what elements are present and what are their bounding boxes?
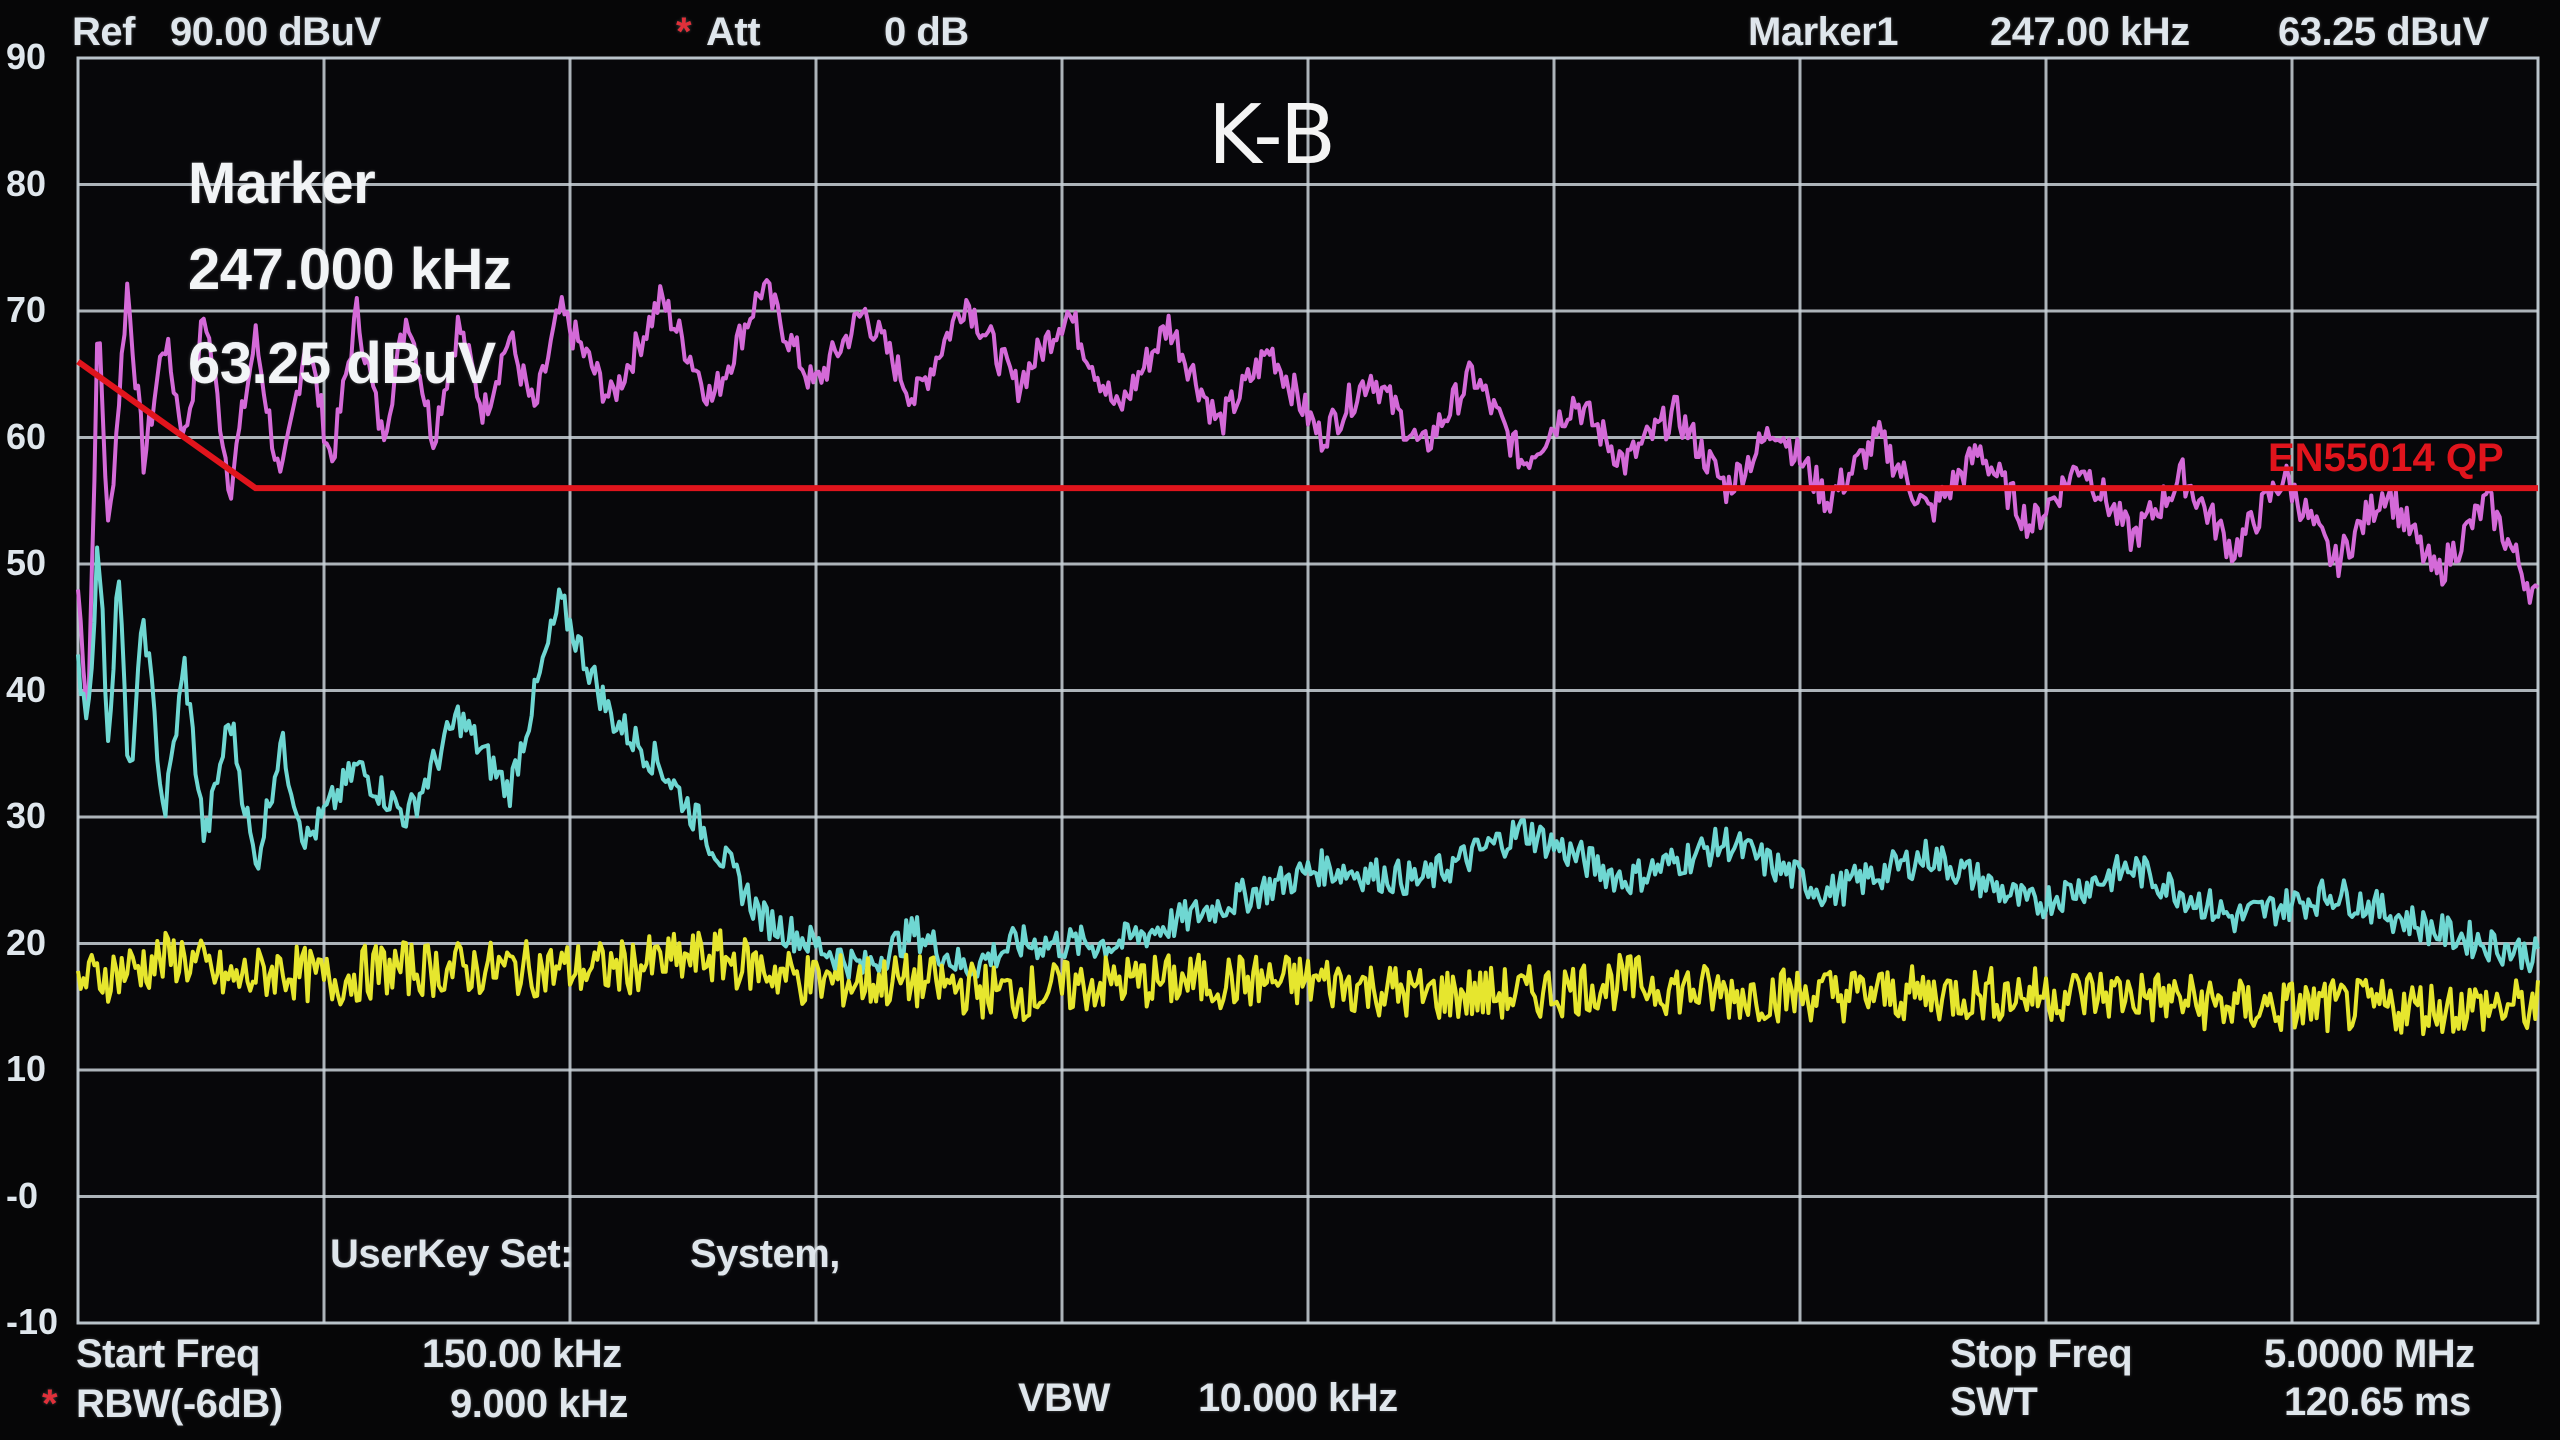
y-tick-label: 40 [6,668,47,710]
rbw-value: 9.000 kHz [450,1382,628,1426]
trace-1 [76,278,2540,703]
plot-grid [78,58,2538,1323]
marker-freq-readout: 247.000 kHz [188,237,512,302]
start-freq-label: Start Freq [76,1332,260,1376]
marker1-label: Marker1 [1748,10,1898,54]
y-tick-label: 10 [6,1048,47,1089]
marker-level-readout: 63.25 dBuV [188,331,496,396]
rbw-star: * [42,1382,58,1426]
swt-label: SWT [1950,1380,2038,1424]
y-tick-label: 50 [6,542,47,583]
y-tick-label: 30 [6,795,47,836]
y-tick-label: -10 [6,1301,59,1342]
vbw-label: VBW [1018,1376,1110,1420]
ref-label: Ref [72,10,135,54]
y-tick-label: 90 [6,36,47,77]
y-tick-label: 60 [6,415,47,457]
trace-2 [76,545,2540,981]
limit-line-group [76,359,2538,492]
stop-freq-label: Stop Freq [1950,1332,2133,1376]
userkey-value: System, [690,1232,840,1276]
limit-line-label: EN55014 QP [2268,436,2504,480]
limit-line [76,359,2538,492]
chart-title: K-B [1208,88,1337,183]
y-tick-label: 70 [6,289,47,330]
y-tick-label: 80 [6,162,47,204]
swt-value: 120.65 ms [2284,1380,2471,1424]
att-star: * [676,10,692,54]
att-label: Att [706,10,761,54]
ref-value: 90.00 dBuV [170,10,381,54]
stop-freq-value: 5.0000 MHz [2264,1332,2475,1376]
y-tick-label: -0 [6,1174,39,1216]
att-value: 0 dB [884,10,969,54]
userkey-label: UserKey Set: [330,1232,574,1276]
marker-title: Marker [188,151,376,216]
marker1-level: 63.25 dBuV [2278,10,2489,54]
trace-3 [76,928,2540,1037]
rbw-label: RBW(-6dB) [76,1382,283,1426]
marker1-freq: 247.00 kHz [1990,10,2190,54]
start-freq-value: 150.00 kHz [422,1332,622,1376]
plot-traces [76,278,2540,1037]
vbw-value: 10.000 kHz [1198,1376,1398,1420]
y-tick-label: 20 [6,921,47,963]
